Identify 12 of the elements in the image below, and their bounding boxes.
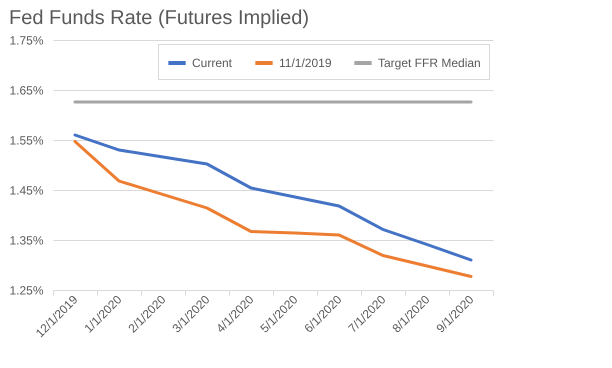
y-tick-label: 1.65% bbox=[9, 84, 44, 98]
chart-title: Fed Funds Rate (Futures Implied) bbox=[8, 7, 310, 29]
line-series bbox=[74, 134, 472, 262]
y-tick-label: 1.25% bbox=[9, 284, 44, 298]
legend-label: 11/1/2019 bbox=[279, 56, 332, 70]
line-series bbox=[74, 140, 472, 278]
y-tick-label: 1.35% bbox=[9, 234, 44, 248]
y-tick-label: 1.55% bbox=[9, 134, 44, 148]
legend-label: Current bbox=[192, 56, 233, 70]
y-tick-label: 1.45% bbox=[9, 184, 44, 198]
legend-label: Target FFR Median bbox=[378, 56, 481, 70]
y-tick-label: 1.75% bbox=[9, 34, 44, 48]
